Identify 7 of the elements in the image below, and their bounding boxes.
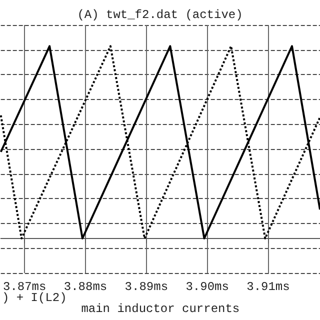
x-axis-title: main inductor currents: [81, 302, 240, 316]
x-tick-label: 3.89ms: [124, 280, 168, 294]
x-tick-label: 3.91ms: [246, 280, 290, 294]
x-tick-label: 3.88ms: [64, 280, 108, 294]
text: ) + I(L2): [2, 291, 67, 305]
x-tick-label: 3.90ms: [186, 280, 229, 294]
chart-title: (A) twt_f2.dat (active): [77, 8, 243, 22]
